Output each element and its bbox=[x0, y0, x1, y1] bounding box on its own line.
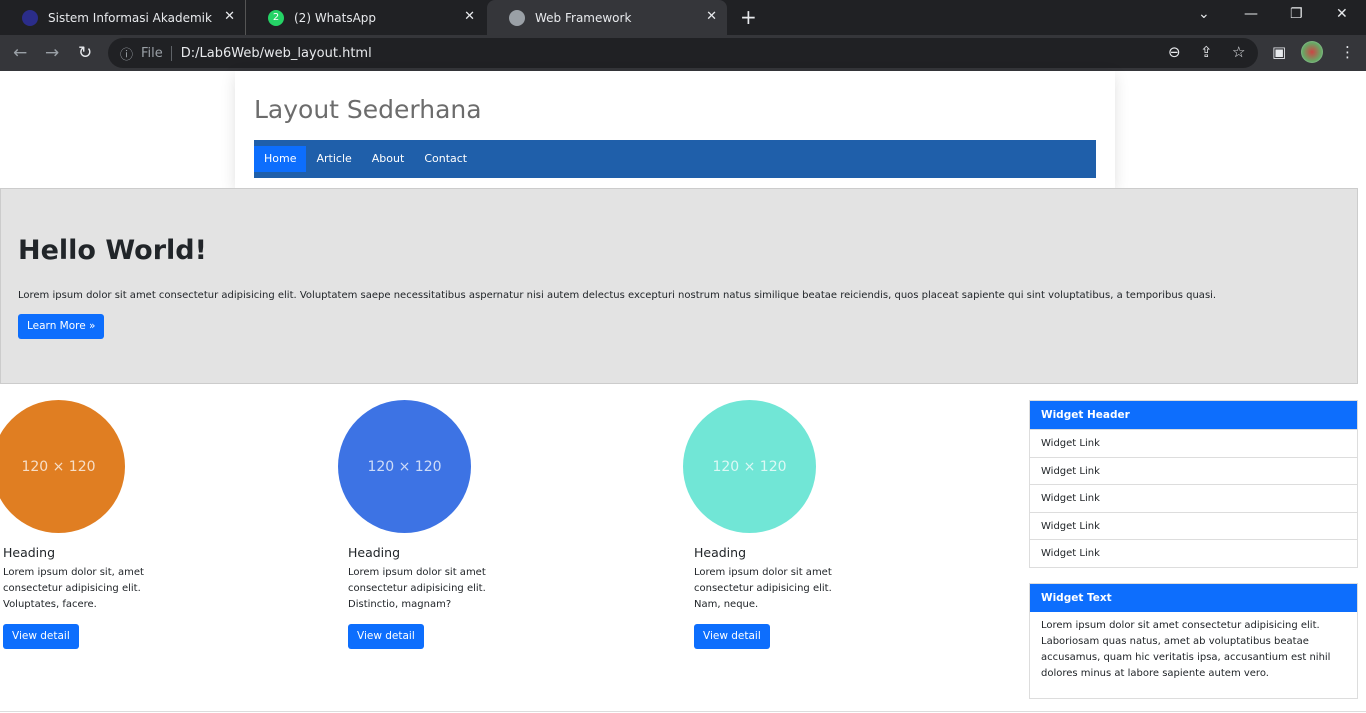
hero-text: Lorem ipsum dolor sit amet consectetur a… bbox=[18, 290, 1217, 301]
learn-more-button[interactable]: Learn More » bbox=[18, 314, 105, 339]
tab-whatsapp[interactable]: 2 (2) WhatsApp ✕ bbox=[245, 0, 485, 35]
card-3: 120 × 120 Heading Lorem ipsum dolor sit … bbox=[683, 400, 883, 649]
tab-sistem-informasi[interactable]: Sistem Informasi Akademik ✕ bbox=[0, 0, 245, 35]
card-text: Lorem ipsum dolor sit amet consectetur a… bbox=[694, 567, 832, 610]
widget-link[interactable]: Widget Link bbox=[1030, 429, 1357, 457]
whatsapp-icon: 2 bbox=[268, 9, 284, 26]
text-widget: Widget Text Lorem ipsum dolor sit amet c… bbox=[1029, 583, 1358, 699]
view-detail-button[interactable]: View detail bbox=[3, 624, 79, 649]
site-title: Layout Sederhana bbox=[254, 95, 482, 124]
widget-link[interactable]: Widget Link bbox=[1030, 511, 1357, 540]
card-heading: Heading bbox=[3, 545, 56, 560]
card-heading: Heading bbox=[694, 545, 747, 560]
card-2: 120 × 120 Heading Lorem ipsum dolor sit … bbox=[338, 400, 538, 649]
site-header: Layout Sederhana Home Article About Cont… bbox=[235, 71, 1115, 188]
tab-title: (2) WhatsApp bbox=[294, 10, 377, 25]
zoom-icon[interactable]: ⊖ bbox=[1168, 43, 1181, 61]
restore-icon[interactable]: ❐ bbox=[1290, 6, 1303, 22]
bookmark-star-icon[interactable]: ☆ bbox=[1232, 43, 1246, 61]
widget-link[interactable]: Widget Link bbox=[1030, 484, 1357, 512]
close-tab-icon[interactable]: ✕ bbox=[706, 9, 717, 24]
close-tab-icon[interactable]: ✕ bbox=[224, 9, 235, 24]
widget-link[interactable]: Widget Link bbox=[1030, 456, 1357, 485]
card-text: Lorem ipsum dolor sit, amet consectetur … bbox=[3, 567, 144, 610]
tab-search-icon[interactable]: ⌄ bbox=[1198, 6, 1210, 22]
side-panel-icon[interactable]: ▣ bbox=[1272, 43, 1287, 61]
scheme-label: File bbox=[141, 45, 172, 61]
card-image: 120 × 120 bbox=[0, 400, 125, 533]
links-widget: Widget Header Widget Link Widget Link Wi… bbox=[1029, 400, 1358, 568]
minimize-icon[interactable]: — bbox=[1244, 6, 1258, 22]
card-1: 120 × 120 Heading Lorem ipsum dolor sit,… bbox=[0, 400, 192, 649]
url-text[interactable]: D:/Lab6Web/web_layout.html bbox=[180, 45, 372, 61]
tab-title: Sistem Informasi Akademik bbox=[48, 10, 212, 25]
view-detail-button[interactable]: View detail bbox=[694, 624, 770, 649]
main-nav: Home Article About Contact bbox=[254, 140, 1096, 178]
card-image: 120 × 120 bbox=[683, 400, 816, 533]
footer-divider bbox=[0, 711, 1366, 712]
card-heading: Heading bbox=[348, 545, 401, 560]
nav-article[interactable]: Article bbox=[316, 152, 352, 165]
card-image: 120 × 120 bbox=[338, 400, 471, 533]
address-bar[interactable]: ⓘ File D:/Lab6Web/web_layout.html bbox=[108, 38, 1258, 68]
widget-link[interactable]: Widget Link bbox=[1030, 539, 1357, 567]
new-tab-icon[interactable]: + bbox=[740, 5, 757, 29]
info-icon[interactable]: ⓘ bbox=[120, 47, 134, 63]
close-tab-icon[interactable]: ✕ bbox=[464, 9, 475, 24]
menu-icon[interactable]: ⋮ bbox=[1340, 43, 1355, 61]
tab-title: Web Framework bbox=[535, 10, 632, 25]
nav-home[interactable]: Home bbox=[254, 146, 307, 172]
close-window-icon[interactable]: ✕ bbox=[1336, 6, 1348, 22]
tab-web-framework[interactable]: Web Framework ✕ bbox=[487, 0, 727, 35]
view-detail-button[interactable]: View detail bbox=[348, 624, 424, 649]
profile-avatar[interactable] bbox=[1301, 41, 1323, 63]
browser-toolbar: ← → ↻ ⓘ File D:/Lab6Web/web_layout.html … bbox=[0, 35, 1366, 71]
hero-title: Hello World! bbox=[18, 235, 207, 266]
back-icon[interactable]: ← bbox=[13, 43, 28, 63]
nav-about[interactable]: About bbox=[371, 152, 405, 165]
globe-icon bbox=[509, 9, 525, 26]
site-favicon-icon bbox=[22, 9, 38, 26]
nav-contact[interactable]: Contact bbox=[424, 152, 468, 165]
card-text: Lorem ipsum dolor sit amet consectetur a… bbox=[348, 567, 486, 610]
reload-icon[interactable]: ↻ bbox=[78, 43, 93, 63]
widget-header: Widget Text bbox=[1030, 584, 1357, 612]
tab-bar: Sistem Informasi Akademik ✕ 2 (2) WhatsA… bbox=[0, 0, 1366, 35]
forward-icon[interactable]: → bbox=[45, 43, 60, 63]
share-icon[interactable]: ⇪ bbox=[1200, 43, 1213, 61]
widget-header: Widget Header bbox=[1030, 401, 1357, 429]
hero-section: Hello World! Lorem ipsum dolor sit amet … bbox=[0, 188, 1358, 384]
widget-text: Lorem ipsum dolor sit amet consectetur a… bbox=[1041, 620, 1331, 679]
